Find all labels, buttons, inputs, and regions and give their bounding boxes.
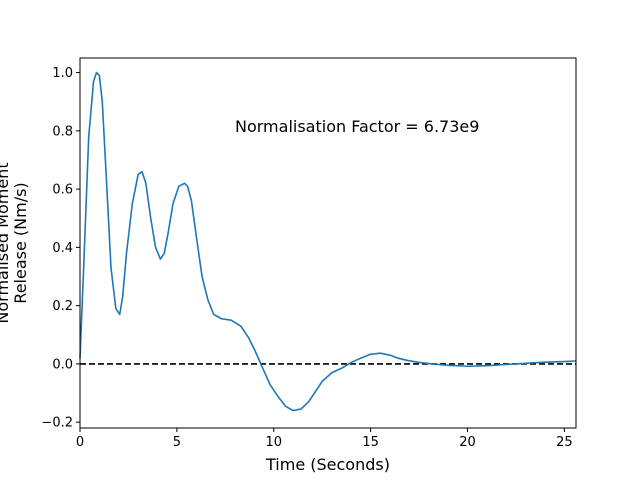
x-tick-label: 25 [556, 435, 573, 450]
y-tick-label: −0.2 [41, 416, 73, 431]
y-axis-ticks: −0.2 0.0 0.2 0.4 0.6 0.8 1.0 [41, 66, 80, 431]
x-tick-label: 20 [459, 435, 476, 450]
y-axis-label-line-2: Release (Nm/s) [11, 182, 30, 303]
y-axis-label-line-1: Normalised Moment [0, 162, 12, 323]
plot-area [79, 71, 577, 412]
x-tick-label: 0 [76, 435, 84, 450]
x-tick-label: 5 [173, 435, 181, 450]
x-tick-label: 15 [362, 435, 379, 450]
x-axis-ticks: 0 5 10 15 20 25 [76, 428, 573, 450]
y-tick-label: 0.2 [52, 299, 73, 314]
y-tick-label: 0.8 [52, 124, 73, 139]
y-tick-label: 0.4 [52, 241, 73, 256]
annotation-normalisation-factor: Normalisation Factor = 6.73e9 [235, 117, 479, 136]
y-tick-label: 0.6 [52, 183, 73, 198]
x-tick-label: 10 [265, 435, 282, 450]
y-tick-label: 0.0 [52, 357, 73, 372]
y-tick-label: 1.0 [52, 66, 73, 81]
series-line-0 [79, 71, 577, 412]
plot-frame [79, 57, 577, 429]
x-axis-label: Time (Seconds) [265, 455, 390, 474]
